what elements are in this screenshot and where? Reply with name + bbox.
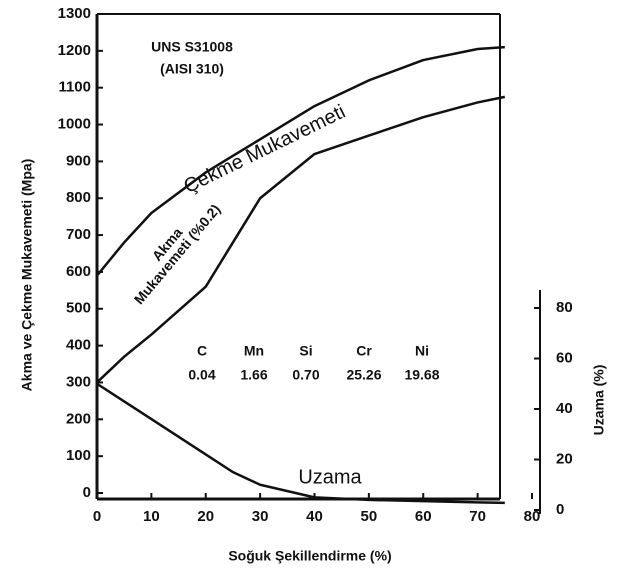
x-tick-label: 60 (415, 508, 432, 525)
composition-element: Si (299, 343, 312, 359)
y-tick-label: 800 (66, 189, 91, 206)
y-tick-label: 1200 (58, 42, 91, 59)
y-tick-label: 100 (66, 447, 91, 464)
y-tick-label: 500 (66, 300, 91, 317)
annotation: UNS S31008 (151, 39, 233, 55)
y-tick-label: 400 (66, 337, 91, 354)
x-tick-label: 50 (361, 508, 378, 525)
y-tick-label: 600 (66, 263, 91, 280)
composition-element: Mn (244, 343, 264, 359)
series-label: Mukavemeti (%0.2) (131, 201, 224, 307)
line (96, 382, 505, 505)
y2-tick-label: 40 (556, 400, 573, 417)
composition-value: 0.70 (292, 367, 319, 383)
y2-tick-label: 0 (556, 501, 564, 518)
x-tick-label: 0 (93, 508, 101, 525)
series-label: Uzama (298, 466, 362, 488)
series-label: Çekme Mukavemeti (180, 101, 348, 198)
composition-value: 1.66 (240, 367, 267, 383)
y-axis-label: Akma ve Çekme Mukavemeti (Mpa) (19, 159, 35, 392)
composition-value: 0.04 (188, 367, 215, 383)
line (96, 95, 506, 384)
y-tick-label: 1000 (58, 116, 91, 133)
x-tick-label: 40 (306, 508, 323, 525)
y-tick-label: 200 (66, 410, 91, 427)
composition-element: C (197, 343, 207, 359)
y-tick-label: 0 (83, 484, 91, 501)
x-tick-label: 80 (524, 508, 541, 525)
x-tick-label: 30 (252, 508, 269, 525)
x-tick-label: 20 (197, 508, 214, 525)
y-tick-label: 1300 (58, 5, 91, 22)
y-tick-label: 1100 (58, 79, 91, 96)
line (96, 45, 505, 277)
composition-element: Cr (356, 343, 372, 359)
y2-axis-label: Uzama (%) (591, 365, 607, 436)
y2-tick-label: 20 (556, 450, 573, 467)
composition-element: Ni (415, 343, 429, 359)
x-tick-label: 10 (143, 508, 160, 525)
x-axis-label: Soğuk Şekillendirme (%) (228, 548, 391, 564)
composition-value: 25.26 (346, 367, 381, 383)
composition-value: 19.68 (404, 367, 439, 383)
y-tick-label: 300 (66, 373, 91, 390)
y-tick-label: 900 (66, 152, 91, 169)
y-tick-label: 700 (66, 226, 91, 243)
x-tick-label: 70 (469, 508, 486, 525)
y2-tick-label: 60 (556, 349, 573, 366)
annotation: (AISI 310) (160, 61, 224, 77)
y2-tick-label: 80 (556, 299, 573, 316)
